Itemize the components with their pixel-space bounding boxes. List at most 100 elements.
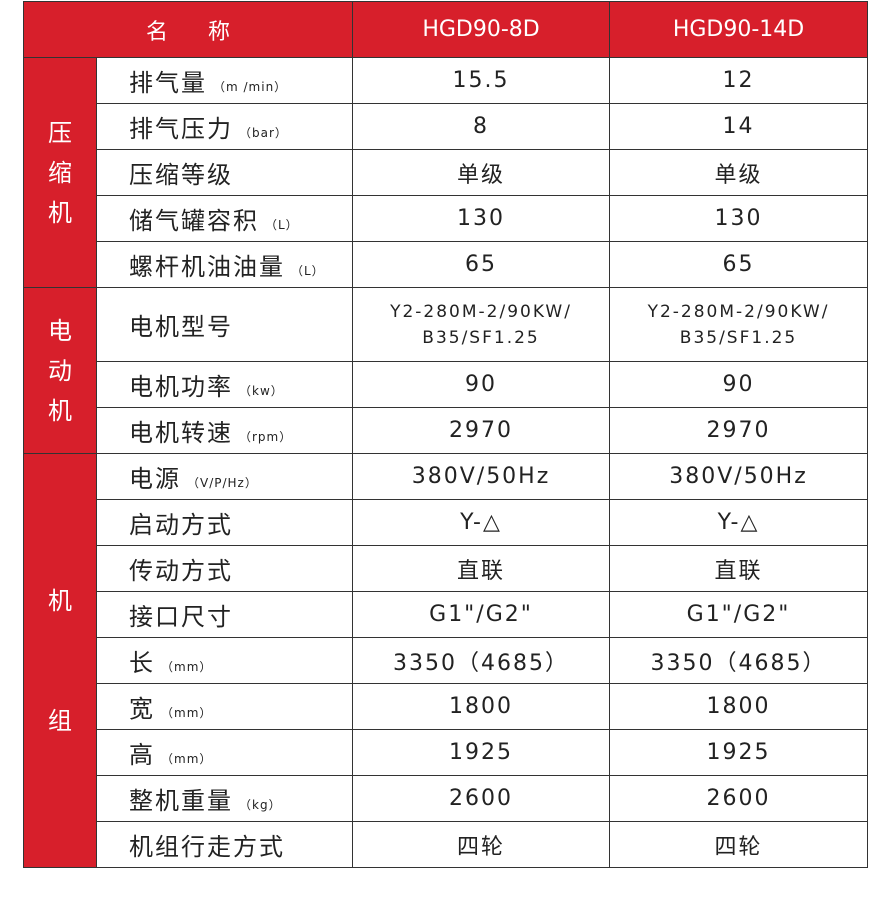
unit-text: （mm）	[161, 752, 213, 766]
unit-text: （V/P/Hz）	[187, 476, 258, 490]
value-cell: 130	[609, 195, 869, 242]
label-text: 宽	[129, 695, 155, 723]
table-row: 接口尺寸 G1"/G2" G1"/G2"	[24, 591, 869, 638]
row-label: 电机功率 （kw）	[95, 361, 354, 408]
unit-text: （bar）	[239, 126, 288, 140]
value-cell: 2600	[609, 775, 869, 822]
group-label: 电 动 机	[23, 287, 97, 454]
value-cell: 3350（4685）	[352, 637, 611, 684]
row-label: 机组行走方式	[95, 821, 354, 868]
unit-text: （rpm）	[239, 430, 293, 444]
row-label: 高 （mm）	[95, 729, 354, 776]
table-row: 电 动 机 电机型号 Y2-280M-2/90KW/ B35/SF1.25 Y2-28…	[23, 287, 869, 454]
table-row: 传动方式 直联 直联	[24, 545, 869, 592]
table-row: 螺杆机油油量 （L） 65 65	[24, 241, 869, 288]
label-text: 机组行走方式	[129, 833, 285, 861]
label-text: 长	[129, 649, 155, 677]
label-text: 接口尺寸	[129, 603, 233, 631]
row-label: 排气量 （m /min）	[95, 57, 354, 104]
header-name: 名称	[22, 1, 354, 58]
value-cell: 2970	[352, 407, 611, 454]
label-text: 排气压力	[129, 115, 233, 143]
unit-text: （kg）	[239, 798, 282, 812]
unit-text: （L）	[291, 264, 325, 278]
row-label: 电机型号	[95, 287, 354, 362]
value-cell: 1925	[352, 729, 611, 776]
header-model-2: HGD90-14D	[609, 1, 869, 58]
label-text: 排气量	[129, 69, 207, 97]
value-cell: 12	[609, 57, 869, 104]
value-cell: 2600	[352, 775, 611, 822]
value-cell: Y-△	[352, 499, 611, 546]
label-text: 储气罐容积	[129, 207, 259, 235]
unit-text: （m /min）	[213, 80, 288, 94]
row-label: 传动方式	[95, 545, 354, 592]
value-cell: Y-△	[609, 499, 869, 546]
table-row: 启动方式 Y-△ Y-△	[24, 499, 869, 546]
value-cell: 15.5	[352, 57, 611, 104]
table-row: 机 组 电源 （V/P/Hz） 380V/50Hz 380V/50Hz	[23, 453, 869, 868]
value-cell: G1"/G2"	[352, 591, 611, 638]
value-cell: 直联	[352, 545, 611, 592]
value-cell: 直联	[609, 545, 869, 592]
table-row: 电机功率 （kw） 90 90	[24, 361, 869, 408]
row-label: 整机重量 （kg）	[95, 775, 354, 822]
table-row: 宽 （mm） 1800 1800	[24, 683, 869, 730]
header-row: 名称 HGD90-8D HGD90-14D	[22, 1, 869, 58]
value-cell: G1"/G2"	[609, 591, 869, 638]
label-text: 电源	[129, 465, 181, 493]
table-row: 储气罐容积 （L） 130 130	[24, 195, 869, 242]
row-label: 储气罐容积 （L）	[95, 195, 354, 242]
label-text: 传动方式	[129, 557, 233, 585]
row-label: 电源 （V/P/Hz）	[95, 453, 354, 500]
table-row: 高 （mm） 1925 1925	[24, 729, 869, 776]
table-row: 压缩等级 单级 单级	[24, 149, 869, 196]
value-cell: 380V/50Hz	[352, 453, 611, 500]
label-text: 螺杆机油油量	[129, 253, 285, 281]
value-cell: 8	[352, 103, 611, 150]
label-text: 电机功率	[129, 373, 233, 401]
group-label: 压 缩 机	[23, 57, 97, 288]
table-row: 排气压力 （bar） 8 14	[24, 103, 869, 150]
row-label: 启动方式	[95, 499, 354, 546]
unit-text: （L）	[265, 218, 299, 232]
label-text: 压缩等级	[129, 161, 233, 189]
value-cell: 单级	[609, 149, 869, 196]
value-cell: 65	[609, 241, 869, 288]
group-label: 机 组	[23, 453, 97, 868]
label-text: 电机转速	[129, 419, 233, 447]
value-cell: 14	[609, 103, 869, 150]
label-text: 电机型号	[129, 313, 233, 341]
row-label: 螺杆机油油量 （L）	[95, 241, 354, 288]
table-row: 压 缩 机 排气量 （m /min） 15.5 12	[23, 57, 869, 288]
value-cell: 130	[352, 195, 611, 242]
row-label: 排气压力 （bar）	[95, 103, 354, 150]
value-cell: 1800	[609, 683, 869, 730]
row-label: 压缩等级	[95, 149, 354, 196]
value-cell: 2970	[609, 407, 869, 454]
value-cell: 单级	[352, 149, 611, 196]
row-label: 宽 （mm）	[95, 683, 354, 730]
value-cell: 1800	[352, 683, 611, 730]
label-text: 启动方式	[129, 511, 233, 539]
value-cell: 65	[352, 241, 611, 288]
value-cell: 380V/50Hz	[609, 453, 869, 500]
value-cell: Y2-280M-2/90KW/ B35/SF1.25	[609, 287, 869, 362]
value-cell: 3350（4685）	[609, 637, 869, 684]
header-model-1: HGD90-8D	[352, 1, 611, 58]
value-cell: 1925	[609, 729, 869, 776]
value-cell: 90	[352, 361, 611, 408]
row-label: 长 （mm）	[95, 637, 354, 684]
unit-text: （kw）	[239, 384, 284, 398]
value-cell: 四轮	[352, 821, 611, 868]
table-row: 电机转速 （rpm） 2970 2970	[24, 407, 869, 454]
value-cell: 90	[609, 361, 869, 408]
label-text: 整机重量	[129, 787, 233, 815]
label-text: 高	[129, 741, 155, 769]
table-row: 整机重量 （kg） 2600 2600	[24, 775, 869, 822]
row-label: 接口尺寸	[95, 591, 354, 638]
spec-table: 名称 HGD90-8D HGD90-14D 压 缩 机 排气量 （m /min） 15…	[22, 1, 869, 868]
table-row: 机组行走方式 四轮 四轮	[24, 821, 869, 868]
row-label: 电机转速 （rpm）	[95, 407, 354, 454]
unit-text: （mm）	[161, 660, 213, 674]
